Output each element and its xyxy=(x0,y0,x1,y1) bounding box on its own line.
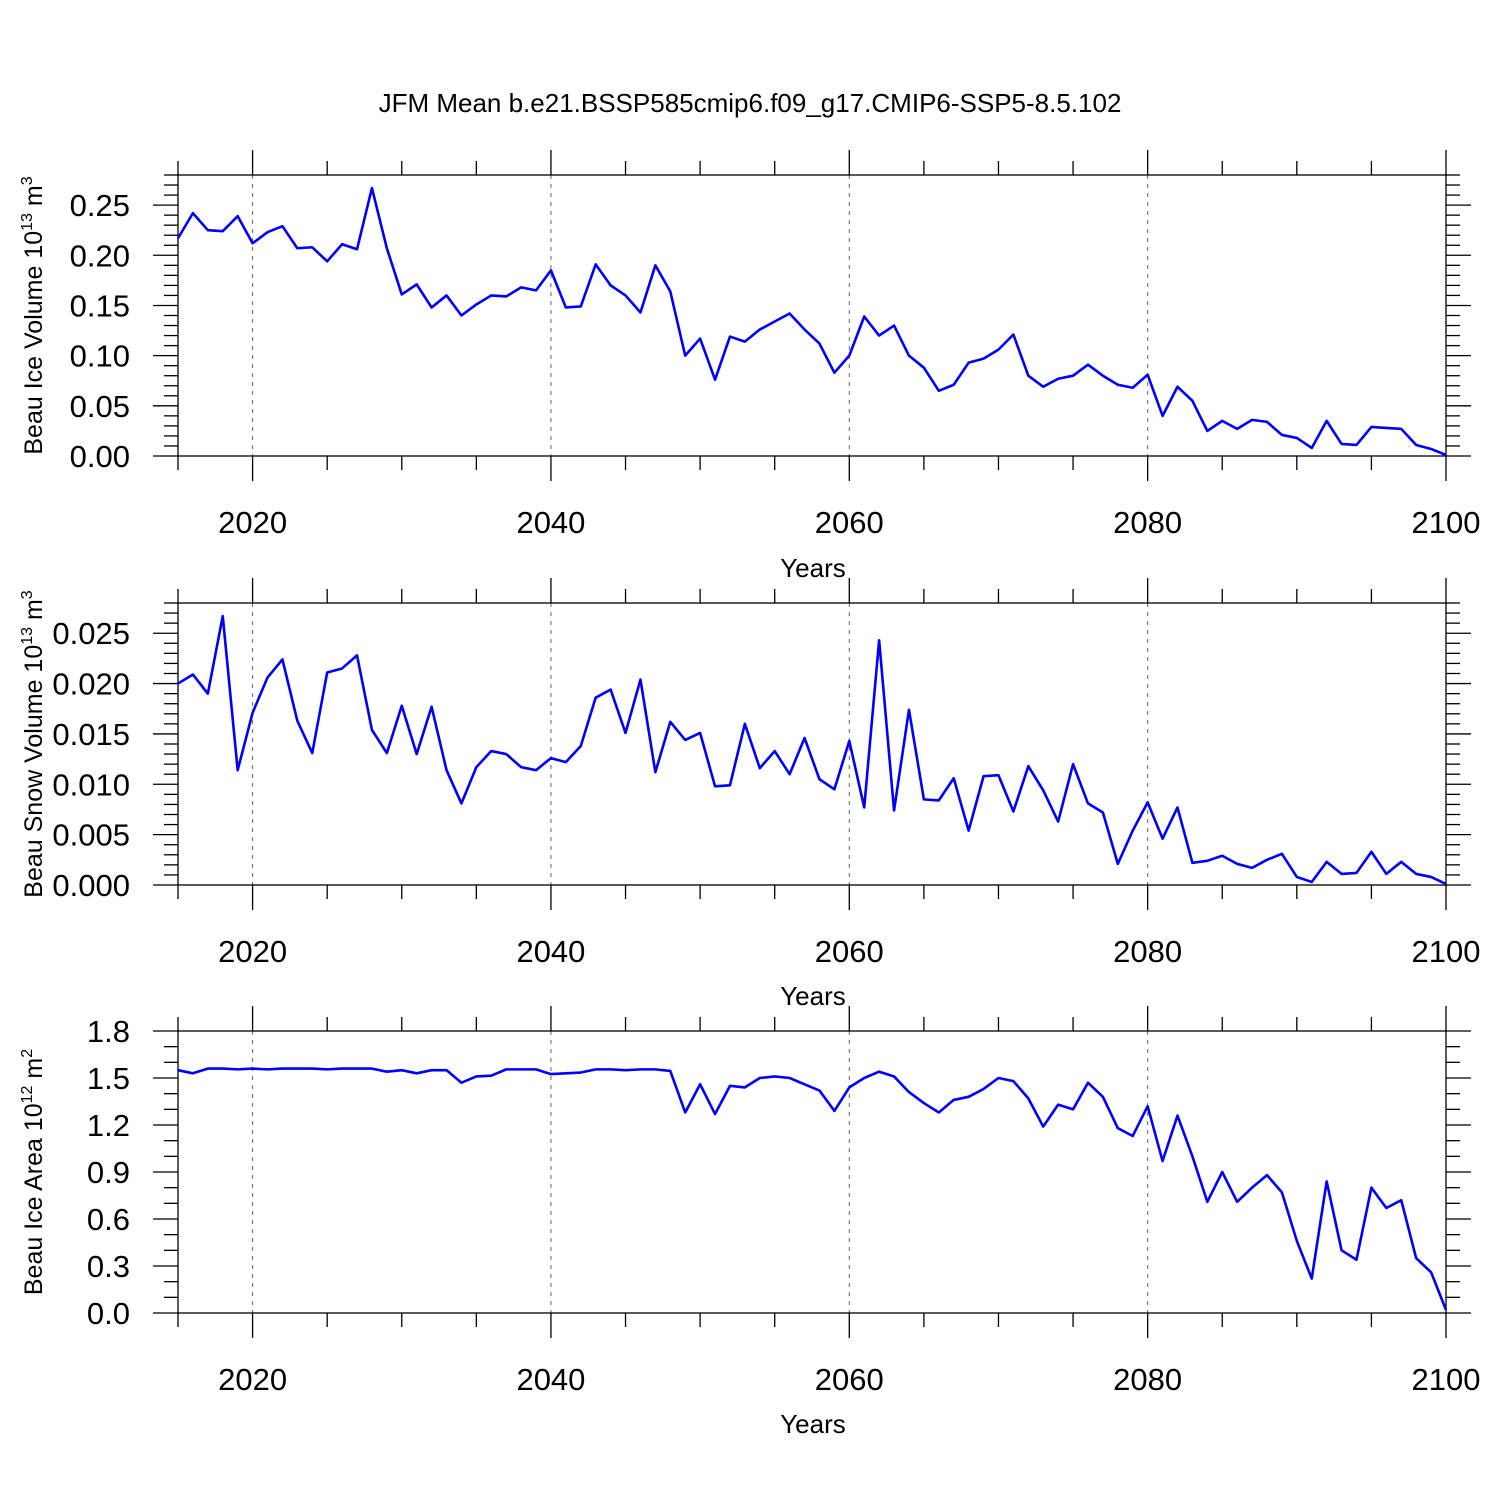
y-axis-label-text: Beau Ice Area 10 xyxy=(20,1103,48,1295)
y-tick-label: 0.15 xyxy=(70,288,130,323)
y-tick-label: 0.25 xyxy=(70,188,130,223)
y-tick-label: 1.8 xyxy=(87,1014,130,1049)
y-tick-label: 0.05 xyxy=(70,389,130,424)
x-tick-label: 2020 xyxy=(218,1362,287,1397)
x-tick-label: 2100 xyxy=(1412,1362,1481,1397)
x-tick-label: 2060 xyxy=(815,934,884,969)
y-tick-label: 0.020 xyxy=(52,667,130,702)
figure-title: JFM Mean b.e21.BSSP585cmip6.f09_g17.CMIP… xyxy=(379,88,1122,118)
series-line-ice-volume xyxy=(176,186,1447,457)
x-tick-label: 2020 xyxy=(218,934,287,969)
x-tick-label: 2040 xyxy=(516,505,585,540)
y-tick-label: 0.20 xyxy=(70,238,130,273)
series-line-snow-volume xyxy=(177,614,1447,886)
y-tick-label: 0.005 xyxy=(52,818,130,853)
y-tick-label: 0.015 xyxy=(52,717,130,752)
y-axis-label-unit-exponent: 3 xyxy=(19,590,36,599)
y-axis-label-unit-exponent: 3 xyxy=(19,176,36,185)
chart-panel-ice-area: 2020 2040 2060 2080 2100 0.0 0.3 0.6 0.9 1.2 1.5 1.… xyxy=(19,1006,1480,1439)
x-tick-label: 2080 xyxy=(1113,1362,1182,1397)
y-axis-label: Beau Ice Volume 1013 m3 xyxy=(19,176,48,454)
chart-panel-ice-volume: 2020 2040 2060 2080 2100 0.00 0.05 0.10 0.15 0.20… xyxy=(19,150,1480,583)
y-axis-label-exponent: 13 xyxy=(19,213,36,231)
x-tick-label: 2100 xyxy=(1412,934,1481,969)
x-tick-label: 2020 xyxy=(218,505,287,540)
y-axis-label-unit-exponent: 2 xyxy=(19,1049,36,1058)
x-tick-label: 2080 xyxy=(1113,934,1182,969)
y-axis-label-unit: m xyxy=(20,1058,48,1086)
x-tick-label: 2040 xyxy=(516,934,585,969)
y-axis-label: Beau Ice Area 1012 m2 xyxy=(19,1049,48,1295)
y-axis-label-text: Beau Snow Volume 10 xyxy=(20,645,48,898)
y-tick-label: 1.2 xyxy=(87,1108,130,1143)
y-tick-label: 0.9 xyxy=(87,1155,130,1190)
panels: 2020 2040 2060 2080 2100 0.00 0.05 0.10 0.15 0.20… xyxy=(19,150,1480,1439)
y-tick-label: 0.3 xyxy=(87,1249,130,1284)
y-tick-label: 0.6 xyxy=(87,1202,130,1237)
y-tick-label: 0.000 xyxy=(52,868,130,903)
x-tick-label: 2040 xyxy=(516,1362,585,1397)
y-tick-label: 0.10 xyxy=(70,339,130,374)
y-axis-label-text: Beau Ice Volume 10 xyxy=(20,231,48,455)
x-tick-label: 2060 xyxy=(815,505,884,540)
y-axis-label-exponent: 12 xyxy=(19,1085,36,1103)
y-axis-label-unit: m xyxy=(20,185,48,213)
y-tick-label: 0.010 xyxy=(52,767,130,802)
y-tick-label: 0.0 xyxy=(87,1296,130,1331)
y-tick-label: 0.025 xyxy=(52,616,130,651)
y-axis-label: Beau Snow Volume 1013 m3 xyxy=(19,590,48,898)
y-tick-label: 0.00 xyxy=(70,439,130,474)
x-tick-label: 2060 xyxy=(815,1362,884,1397)
y-axis-label-exponent: 13 xyxy=(19,627,36,645)
chart-panel-snow-volume: 2020 2040 2060 2080 2100 0.000 0.005 0.010 0.015… xyxy=(19,578,1480,1011)
y-axis-label-unit: m xyxy=(20,599,48,627)
x-tick-label: 2100 xyxy=(1412,505,1481,540)
series-line-ice-area xyxy=(177,1067,1448,1311)
x-axis-label: Years xyxy=(780,1409,846,1439)
y-tick-label: 1.5 xyxy=(87,1061,130,1096)
x-axis-label: Years xyxy=(780,553,846,583)
x-axis-label: Years xyxy=(780,981,846,1011)
x-tick-label: 2080 xyxy=(1113,505,1182,540)
